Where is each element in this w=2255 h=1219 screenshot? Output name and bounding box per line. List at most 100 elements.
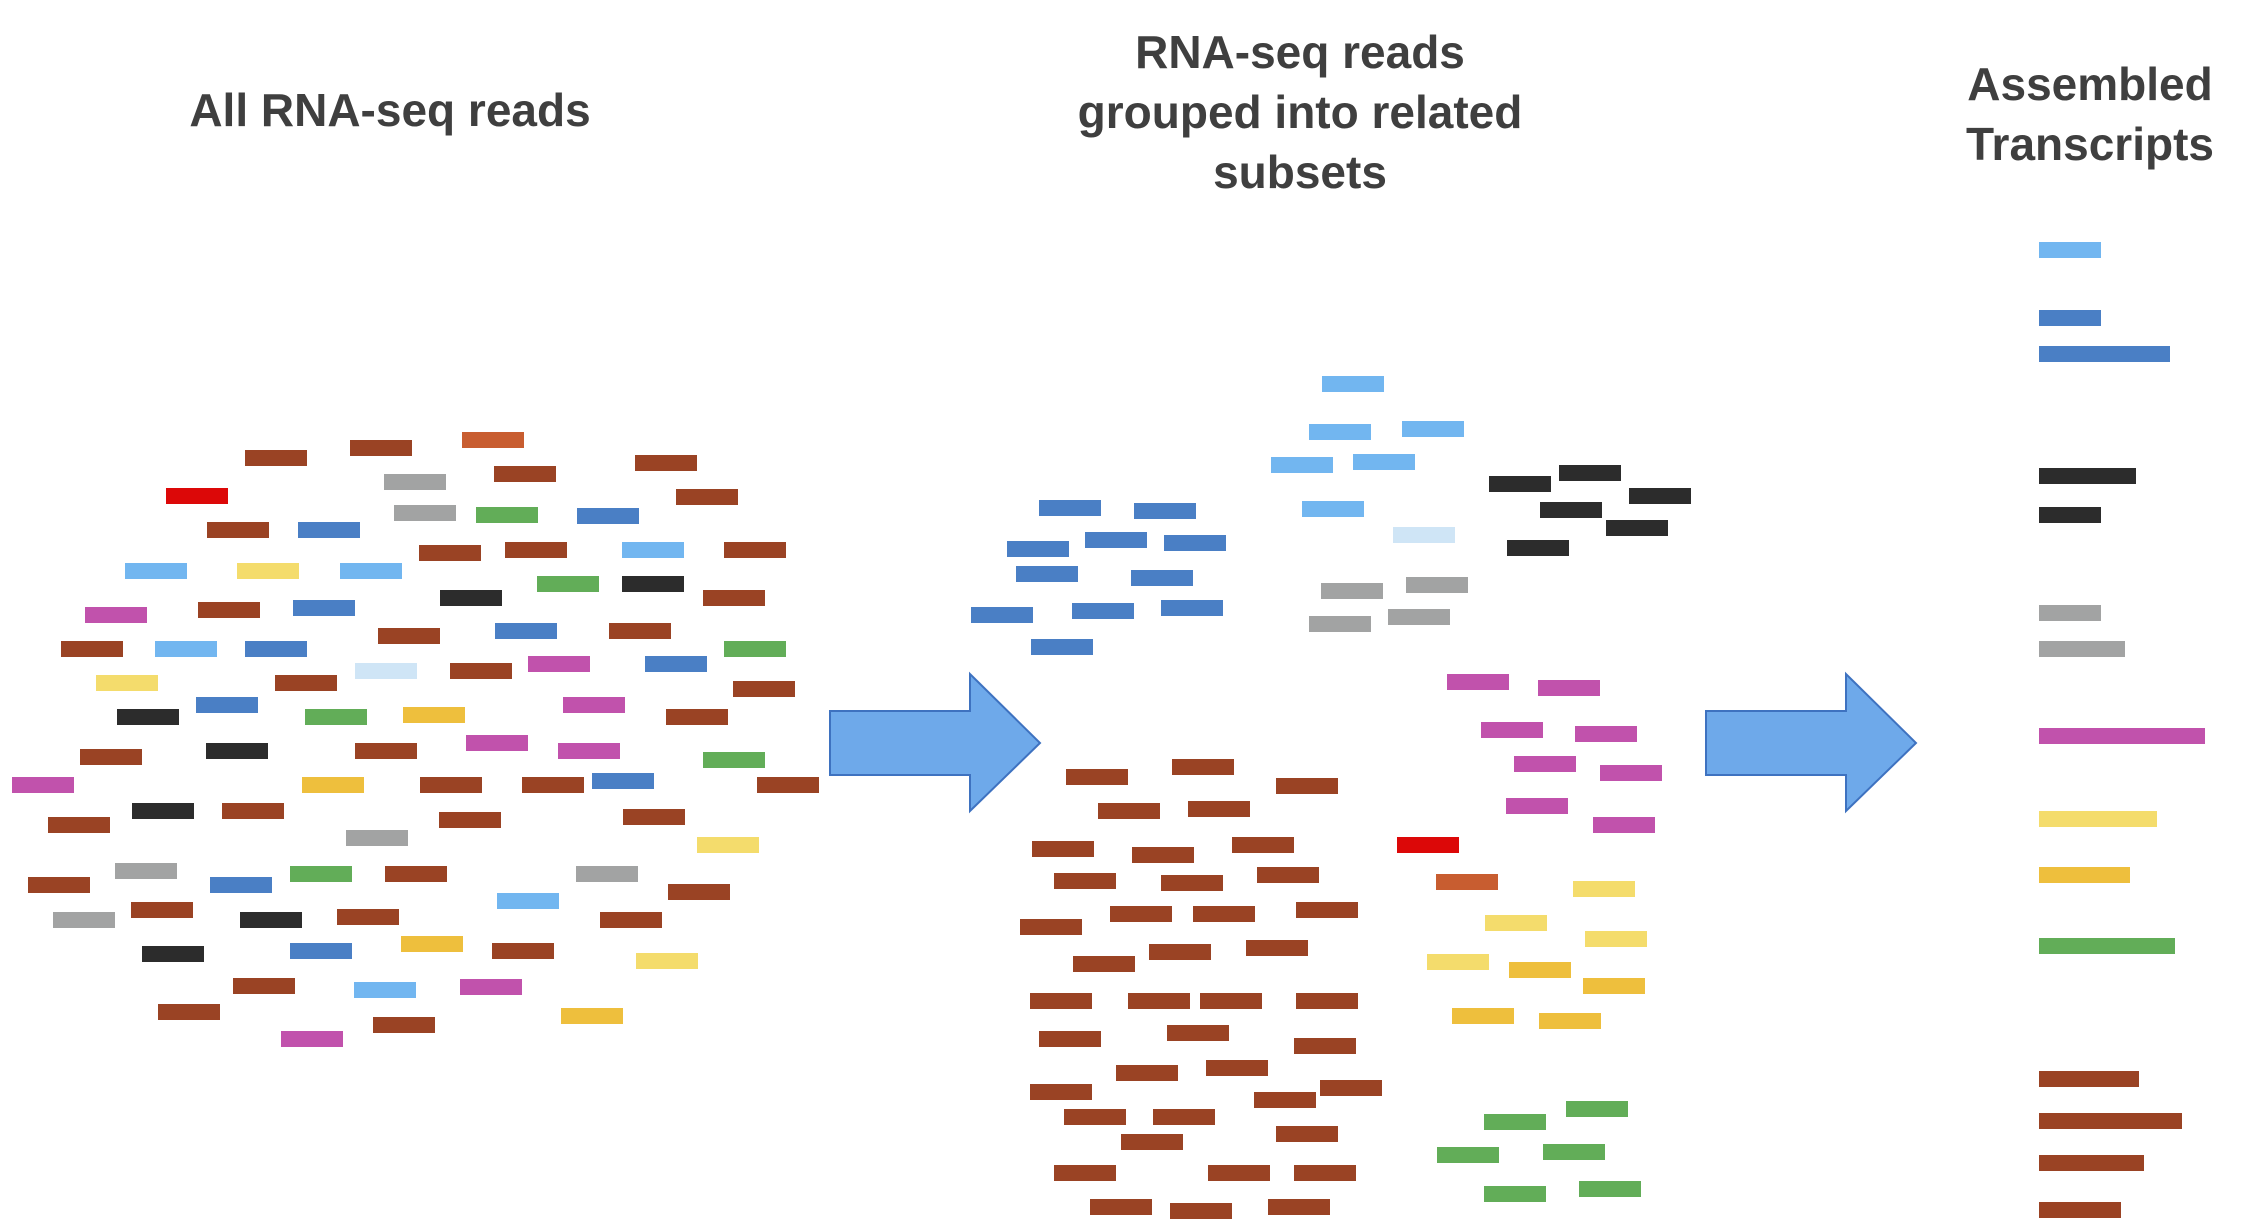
read-bar (1566, 1101, 1628, 1117)
read-bar (1302, 501, 1364, 517)
read-bar (1072, 603, 1134, 619)
read-bar (1320, 1080, 1382, 1096)
read-bar (563, 697, 625, 713)
read-bar (439, 812, 501, 828)
read-bar (240, 912, 302, 928)
transcript-bar (2039, 1071, 2139, 1087)
read-bar (298, 522, 360, 538)
read-bar (1509, 962, 1571, 978)
read-bar (1128, 993, 1190, 1009)
read-bar (1402, 421, 1464, 437)
grouped-reads-title: RNA-seq reads grouped into related subse… (1077, 26, 1523, 198)
read-bar (724, 542, 786, 558)
transcript-bar (2039, 1155, 2144, 1171)
read-bar (622, 542, 684, 558)
read-bar (222, 803, 284, 819)
read-bar (971, 607, 1033, 623)
read-bar (158, 1004, 220, 1020)
read-bar (198, 602, 260, 618)
read-bar (1447, 674, 1509, 690)
transcript-bar (2039, 242, 2101, 258)
read-bar (636, 953, 698, 969)
read-bar (757, 777, 819, 793)
read-bar (1020, 919, 1082, 935)
read-bar (1170, 1203, 1232, 1219)
read-bar (1054, 873, 1116, 889)
read-bar (237, 563, 299, 579)
read-bar (1539, 1013, 1601, 1029)
read-bar (676, 489, 738, 505)
read-bar (497, 893, 559, 909)
read-bar (1254, 1092, 1316, 1108)
read-bar (1294, 1038, 1356, 1054)
read-bar (1579, 1181, 1641, 1197)
transcript-bar (2039, 346, 2170, 362)
read-bar (577, 508, 639, 524)
read-bar (1436, 874, 1498, 890)
read-bar (558, 743, 620, 759)
read-bar (1573, 881, 1635, 897)
read-bar (561, 1008, 623, 1024)
read-bar (460, 979, 522, 995)
read-bar (1031, 639, 1093, 655)
read-bar (1188, 801, 1250, 817)
read-bar (645, 656, 707, 672)
read-bar (1257, 867, 1319, 883)
read-bar (1206, 1060, 1268, 1076)
read-bar (354, 982, 416, 998)
read-bar (1016, 566, 1078, 582)
read-bar (1485, 915, 1547, 931)
read-bar (1161, 600, 1223, 616)
read-bar (80, 749, 142, 765)
read-bar (1514, 756, 1576, 772)
read-bar (131, 902, 193, 918)
read-bar (1321, 583, 1383, 599)
read-bar (666, 709, 728, 725)
read-bar (1121, 1134, 1183, 1150)
transcript-bar (2039, 641, 2125, 657)
read-bar (245, 641, 307, 657)
read-bar (48, 817, 110, 833)
read-bar (1030, 1084, 1092, 1100)
read-bar (210, 877, 272, 893)
read-bar (703, 590, 765, 606)
read-bar (1600, 765, 1662, 781)
read-bar (206, 743, 268, 759)
read-bar (155, 641, 217, 657)
transcript-bar (2039, 1113, 2182, 1129)
read-bar (1296, 993, 1358, 1009)
read-bar (600, 912, 662, 928)
read-bar (1271, 457, 1333, 473)
read-bar (1073, 956, 1135, 972)
read-bar (373, 1017, 435, 1033)
read-bar (1296, 902, 1358, 918)
read-bar (1200, 993, 1262, 1009)
all-reads-title: All RNA-seq reads (189, 84, 591, 136)
read-bar (1575, 726, 1637, 742)
read-bar (1489, 476, 1551, 492)
read-bar (293, 600, 355, 616)
read-bar (1167, 1025, 1229, 1041)
read-bar (528, 656, 590, 672)
read-bar (125, 563, 187, 579)
read-bar (12, 777, 74, 793)
read-bar (1098, 803, 1160, 819)
read-bar (1397, 837, 1459, 853)
transcript-bar (2039, 468, 2136, 484)
read-bar (1039, 500, 1101, 516)
read-bar (592, 773, 654, 789)
read-bar (1629, 488, 1691, 504)
read-bar (1149, 944, 1211, 960)
read-bar (401, 936, 463, 952)
transcript-bar (2039, 507, 2101, 523)
read-bar (623, 809, 685, 825)
transcript-bar (2039, 938, 2175, 954)
read-bar (28, 877, 90, 893)
read-bar (1039, 1031, 1101, 1047)
read-bar (576, 866, 638, 882)
read-bar (450, 663, 512, 679)
read-bar (1559, 465, 1621, 481)
read-bar (1353, 454, 1415, 470)
read-bar (1606, 520, 1668, 536)
